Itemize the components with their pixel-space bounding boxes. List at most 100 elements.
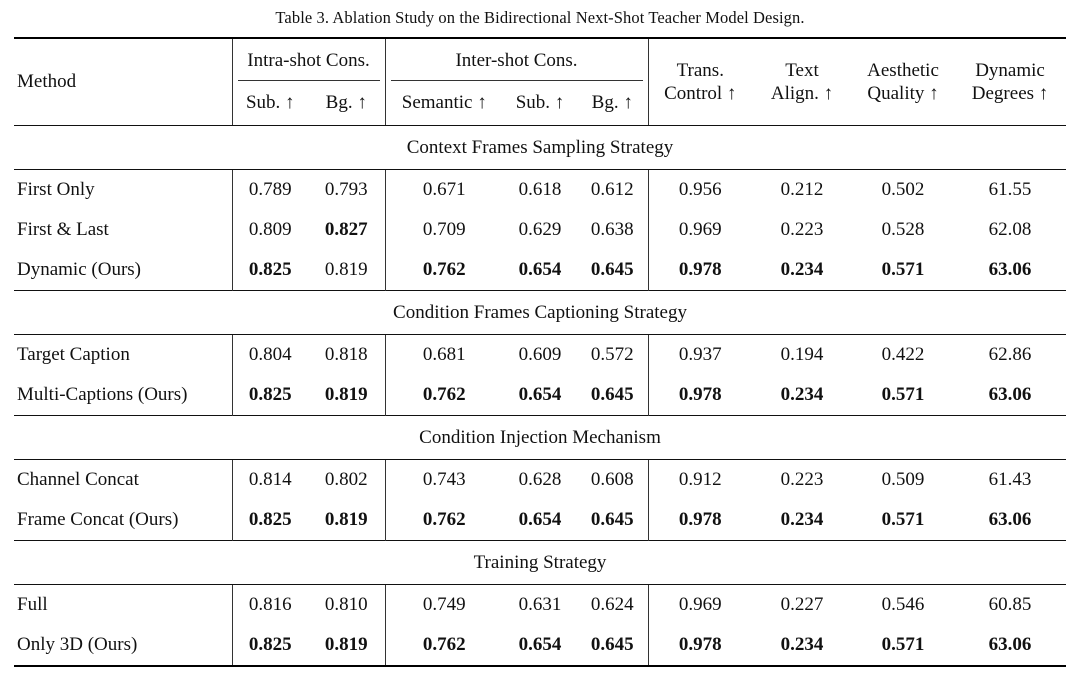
value-cell: 0.825 [231, 625, 308, 666]
value-cell: 0.825 [231, 250, 308, 291]
value-cell: 0.743 [384, 459, 503, 500]
value-cell: 0.802 [324, 469, 368, 490]
col-header-aesthetic-quality-line2: Quality ↑ [867, 83, 939, 104]
col-group-inter-shot-cons: Inter-shot Cons. [384, 38, 649, 81]
table-header: Method Intra-shot Cons. Inter-shot Cons.… [14, 38, 1067, 126]
table-row: Multi-Captions (Ours) 0.825 0.819 0.762 0.65… [14, 375, 1066, 416]
value-cell: 0.234 [780, 509, 824, 530]
value-cell: 0.618 [518, 179, 562, 200]
value-cell: 0.572 [590, 344, 634, 365]
value-cell: 61.43 [988, 469, 1032, 490]
value-cell: 61.55 [988, 179, 1032, 200]
value-cell: 0.825 [231, 500, 308, 541]
method-cell: Full [17, 594, 48, 615]
value-cell: 0.629 [518, 219, 562, 240]
method-cell: Multi-Captions (Ours) [17, 384, 188, 405]
value-cell: 0.825 [231, 375, 308, 416]
table-row: Full 0.816 0.810 0.749 0.631 0.624 0.969 0.227 0… [14, 584, 1066, 625]
value-cell: 0.749 [384, 584, 503, 625]
value-cell: 0.571 [881, 259, 925, 280]
table-row: First Only 0.789 0.793 0.671 0.618 0.612 0.956… [14, 169, 1066, 210]
section-row: Training Strategy [14, 540, 1067, 585]
value-cell: 0.818 [324, 344, 368, 365]
value-cell: 63.06 [988, 384, 1032, 405]
value-cell: 0.638 [590, 219, 634, 240]
col-header-dynamic-degrees: Dynamic Degrees ↑ [954, 38, 1067, 126]
table-row: Dynamic (Ours) 0.825 0.819 0.762 0.654 0.645 0… [14, 250, 1066, 291]
value-cell: 0.234 [780, 384, 824, 405]
col-header-dynamic-degrees-line2: Degrees ↑ [971, 83, 1049, 104]
value-cell: 63.06 [988, 634, 1032, 655]
value-cell: 0.709 [384, 210, 503, 250]
value-cell: 0.645 [590, 384, 634, 405]
col-header-trans-control: Trans. Control ↑ [647, 38, 753, 126]
value-cell: 0.978 [647, 500, 753, 541]
value-cell: 0.422 [881, 344, 925, 365]
value-cell: 0.762 [384, 500, 503, 541]
table-body: Context Frames Sampling Strategy First On… [14, 125, 1067, 666]
value-cell: 0.571 [881, 634, 925, 655]
col-header-trans-control-line2: Control ↑ [664, 83, 737, 104]
value-cell: 0.654 [518, 259, 562, 280]
section-row: Context Frames Sampling Strategy [14, 125, 1067, 170]
value-cell: 0.762 [384, 250, 503, 291]
value-cell: 63.06 [988, 509, 1032, 530]
method-cell: First Only [17, 179, 95, 200]
value-cell: 0.223 [780, 219, 824, 240]
value-cell: 0.609 [518, 344, 562, 365]
value-cell: 0.502 [881, 179, 925, 200]
col-group-intra-label: Intra-shot Cons. [237, 39, 380, 81]
col-header-method: Method [14, 38, 232, 126]
col-header-intra-bg: Bg. ↑ [308, 81, 385, 126]
value-cell: 0.571 [881, 509, 925, 530]
value-cell: 0.912 [647, 459, 753, 500]
value-cell: 60.85 [988, 594, 1032, 615]
table-row: First & Last 0.809 0.827 0.709 0.629 0.638 0.9… [14, 210, 1066, 250]
col-header-text-align: Text Align. ↑ [752, 38, 853, 126]
value-cell: 0.814 [231, 459, 308, 500]
value-cell: 0.654 [518, 509, 562, 530]
value-cell: 0.978 [647, 625, 753, 666]
method-cell: Only 3D (Ours) [17, 634, 138, 655]
value-cell: 0.978 [647, 375, 753, 416]
value-cell: 0.681 [384, 334, 503, 375]
value-cell: 0.212 [780, 179, 824, 200]
value-cell: 0.819 [324, 509, 368, 530]
table-row: Only 3D (Ours) 0.825 0.819 0.762 0.654 0.645 0… [14, 625, 1066, 666]
col-header-trans-control-line1: Trans. [676, 60, 724, 81]
value-cell: 0.671 [384, 169, 503, 210]
section-row: Condition Frames Captioning Strategy [14, 290, 1067, 335]
value-cell: 0.234 [780, 634, 824, 655]
col-group-inter-label: Inter-shot Cons. [390, 39, 643, 81]
table-caption: Table 3. Ablation Study on the Bidirecti… [275, 8, 805, 27]
col-header-inter-sub: Sub. ↑ [503, 81, 577, 126]
col-header-text-align-line2: Align. ↑ [770, 83, 834, 104]
method-cell: Frame Concat (Ours) [17, 509, 179, 530]
section-title: Context Frames Sampling Strategy [14, 125, 1067, 170]
value-cell: 0.789 [231, 169, 308, 210]
method-cell: Channel Concat [17, 469, 139, 490]
table-row: Frame Concat (Ours) 0.825 0.819 0.762 0.654 0… [14, 500, 1066, 541]
col-header-text-align-line1: Text [785, 60, 819, 81]
ablation-table-wrap: Method Intra-shot Cons. Inter-shot Cons.… [14, 37, 1067, 667]
value-cell: 62.08 [988, 219, 1032, 240]
value-cell: 0.956 [647, 169, 753, 210]
col-header-inter-semantic: Semantic ↑ [384, 81, 503, 126]
value-cell: 0.628 [518, 469, 562, 490]
value-cell: 0.819 [324, 259, 368, 280]
value-cell: 0.612 [590, 179, 634, 200]
method-cell: Dynamic (Ours) [17, 259, 141, 280]
col-group-intra-shot-cons: Intra-shot Cons. [231, 38, 385, 81]
header-subcolumn-row: Sub. ↑ Bg. ↑ Semantic ↑ Sub. ↑ Bg. ↑ [14, 81, 1066, 126]
value-cell: 0.509 [881, 469, 925, 490]
col-header-dynamic-degrees-line1: Dynamic [975, 60, 1045, 81]
value-cell: 0.810 [324, 594, 368, 615]
table-row: Target Caption 0.804 0.818 0.681 0.609 0.572 0… [14, 334, 1066, 375]
ablation-table: Method Intra-shot Cons. Inter-shot Cons.… [14, 37, 1067, 667]
value-cell: 0.624 [590, 594, 634, 615]
col-header-intra-sub: Sub. ↑ [231, 81, 308, 126]
value-cell: 0.793 [324, 179, 368, 200]
col-header-aesthetic-quality-line1: Aesthetic [867, 60, 939, 81]
value-cell: 62.86 [988, 344, 1032, 365]
col-header-inter-bg: Bg. ↑ [577, 81, 649, 126]
